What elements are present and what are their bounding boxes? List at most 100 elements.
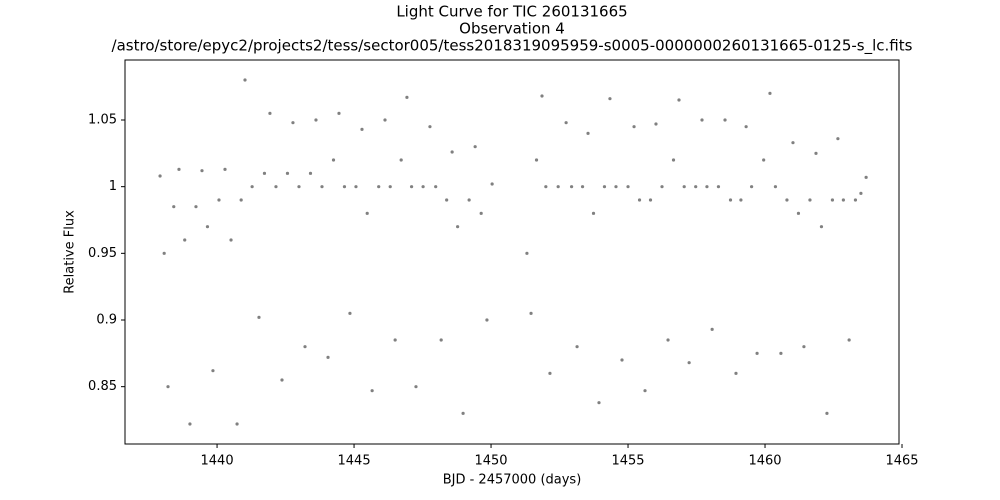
- chart-title: Light Curve for TIC 260131665: [396, 3, 627, 21]
- data-point: [461, 411, 465, 415]
- data-point: [188, 422, 192, 426]
- data-point: [158, 174, 162, 178]
- data-point: [705, 185, 709, 189]
- data-point: [744, 125, 748, 129]
- data-point: [734, 371, 738, 375]
- data-point: [243, 78, 247, 82]
- data-point: [268, 111, 272, 115]
- x-tick-label: 1440: [201, 454, 234, 469]
- data-point: [779, 351, 783, 355]
- data-point: [682, 185, 686, 189]
- data-point: [405, 95, 409, 99]
- data-point: [755, 351, 759, 355]
- data-point: [749, 185, 754, 189]
- data-point: [456, 225, 460, 229]
- y-tick-label: 1: [109, 179, 117, 194]
- data-point: [450, 150, 454, 154]
- data-point: [303, 345, 307, 349]
- data-point: [274, 185, 278, 189]
- data-point: [785, 198, 789, 202]
- data-point: [540, 94, 544, 98]
- y-tick-label: 0.85: [88, 379, 117, 394]
- data-point: [166, 385, 170, 389]
- data-point: [660, 185, 664, 189]
- data-point: [326, 355, 330, 359]
- data-point: [211, 369, 215, 373]
- data-point: [257, 315, 261, 319]
- data-point: [177, 167, 181, 171]
- data-point: [762, 158, 766, 162]
- data-point: [194, 205, 198, 209]
- data-point: [548, 371, 552, 375]
- data-point: [388, 185, 392, 189]
- data-point: [428, 125, 432, 129]
- data-point: [654, 122, 658, 126]
- x-axis-label: BJD - 2457000 (days): [443, 473, 582, 488]
- x-tick-label: 1455: [611, 454, 644, 469]
- data-point: [700, 118, 704, 122]
- data-point: [687, 361, 691, 365]
- data-point: [796, 211, 801, 215]
- data-point: [399, 158, 403, 162]
- data-point: [802, 345, 806, 349]
- data-point: [434, 185, 438, 189]
- data-point: [859, 191, 863, 195]
- data-point: [825, 411, 829, 415]
- data-point: [337, 111, 341, 115]
- data-point: [360, 127, 364, 131]
- data-point: [677, 98, 681, 102]
- data-point: [320, 185, 324, 189]
- data-point: [666, 338, 670, 342]
- y-tick-label: 0.95: [88, 246, 117, 261]
- data-point: [162, 251, 166, 255]
- data-point: [608, 97, 612, 101]
- data-point: [632, 125, 636, 129]
- data-point: [308, 171, 313, 175]
- data-point: [229, 238, 233, 242]
- data-point: [172, 205, 176, 209]
- data-point: [723, 118, 727, 122]
- data-point: [597, 401, 601, 405]
- data-point: [331, 158, 336, 162]
- data-point: [626, 185, 630, 189]
- data-point: [205, 225, 210, 229]
- data-point: [580, 185, 585, 189]
- data-point: [365, 211, 369, 215]
- data-point: [383, 118, 387, 122]
- data-point: [643, 389, 647, 393]
- data-point: [490, 182, 494, 186]
- data-point: [280, 378, 284, 382]
- data-point: [841, 198, 845, 202]
- data-point: [223, 167, 227, 171]
- data-point: [836, 137, 840, 141]
- data-point: [529, 311, 533, 315]
- data-point: [808, 198, 812, 202]
- data-point: [534, 158, 539, 162]
- data-point: [409, 185, 414, 189]
- data-point: [291, 121, 295, 125]
- plot-frame: [124, 59, 900, 445]
- data-point: [262, 171, 267, 175]
- data-point: [694, 185, 698, 189]
- x-tick-label: 1465: [885, 454, 918, 469]
- data-point: [525, 251, 529, 255]
- x-tick-label: 1450: [474, 454, 507, 469]
- data-point: [614, 185, 618, 189]
- data-point: [393, 338, 397, 342]
- data-point: [354, 185, 358, 189]
- data-point: [235, 422, 239, 426]
- data-point: [814, 151, 818, 155]
- data-point: [250, 185, 254, 189]
- data-point: [556, 185, 560, 189]
- y-axis-label: Relative Flux: [63, 210, 78, 294]
- data-point: [586, 131, 590, 135]
- data-point: [853, 198, 858, 202]
- file-path: /astro/store/epyc2/projects2/tess/sector…: [112, 37, 913, 56]
- data-point: [297, 185, 301, 189]
- data-point: [847, 338, 851, 342]
- data-point: [710, 327, 714, 331]
- data-point: [200, 169, 204, 173]
- y-tick-label: 1.05: [88, 113, 117, 128]
- data-point: [620, 358, 624, 362]
